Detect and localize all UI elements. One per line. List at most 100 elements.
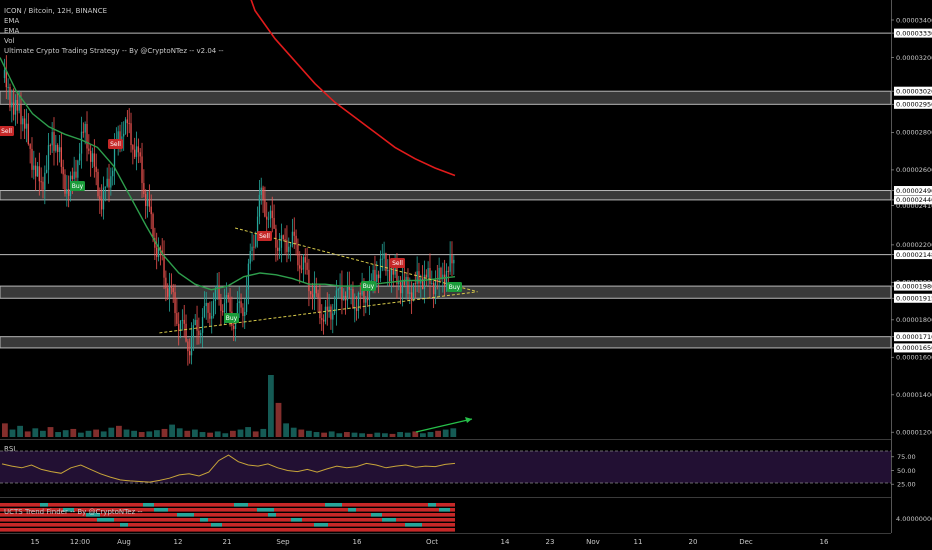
ucts-bull-block [63,508,74,512]
candle-body [75,171,77,178]
candle-body [432,283,435,295]
candle-body [29,144,31,149]
ucts-bull-block [86,513,100,517]
candle-body [453,259,455,264]
legend-vol: Vol [4,37,15,45]
price-tag-box [894,195,932,205]
signal-label: Sell [259,233,270,240]
candle-body [156,247,158,258]
candle-body [262,187,264,199]
ucts-bull-block [382,518,396,522]
price-tag-label: 0.00002148 [896,251,932,259]
candle-body [359,292,361,295]
price-tag-label: 0.00001980 [896,282,932,290]
candle-body [27,123,29,145]
candle-body [346,285,349,301]
candle-body [124,119,127,134]
ucts-bull-block [200,518,208,522]
candle-body [423,274,426,290]
candle-body [447,270,449,272]
candle-body [126,119,128,124]
volume-trend-arrow [415,418,473,433]
candle-body [399,282,402,294]
candle-body [214,288,217,301]
signal-badge [0,126,14,136]
candle-body [176,313,178,324]
ucts-bull-block [177,513,194,517]
axis-layer: 0.00003400 0.00003330 0.00003200 0.00003020… [31,16,932,546]
candle-body [170,286,173,288]
candle-body [451,254,453,264]
price-tag-box [894,86,932,96]
candle-body [190,336,193,356]
volume-bar [40,430,46,437]
candle-body [381,258,383,260]
candle-body [300,268,303,270]
legend-ucts-strategy: Ultimate Crypto Trading Strategy -- By @… [4,47,224,55]
candle-body [172,287,174,293]
candle-body [165,277,167,289]
time-tick-label: 11 [634,538,643,546]
triangle-upper-line [234,227,478,293]
buy-signal: Buy [361,281,376,291]
candle-body [317,293,319,298]
candle-body [66,188,68,194]
volume-bar [146,431,153,437]
price-tag-label: 0.00002440 [896,196,932,204]
candle-body [150,206,152,215]
candle-body [245,289,248,312]
candle-body [25,123,28,129]
volume-bar [366,433,373,437]
candle-body [216,286,218,289]
rsi-layer [0,450,891,484]
candle-body [339,285,341,290]
candle-body [119,131,121,144]
signal-badge [361,281,376,291]
volume-bar [169,424,175,437]
volume-bar [207,432,213,437]
price-tick-label: 0.00003200 [896,54,932,62]
candle-body [163,254,165,278]
candle-body [350,289,352,291]
ucts-bull-block [314,523,328,527]
candle-body [60,147,62,167]
ucts-bull-block [40,503,48,507]
support-resistance-zone [0,285,892,299]
candle-body [385,253,387,272]
price-tag-box [894,250,932,260]
candle-body [20,104,22,125]
candle-body [148,198,151,207]
candle-body [183,319,185,324]
volume-bar [306,430,312,437]
candle-body [337,289,339,291]
price-tick-label: 0.00001200 [896,429,932,437]
volume-bar [62,430,69,437]
price-tag-box [894,281,932,291]
volume-bar [245,427,251,437]
price-tag-box [894,99,932,109]
candle-body [238,301,240,303]
volume-bar [108,427,115,437]
candle-body [88,148,90,151]
candle-body [5,70,7,88]
candle-body [178,323,180,331]
candle-body [82,131,84,133]
price-tag-label: 0.00002950 [896,101,932,109]
candle-body [47,145,50,170]
ucts-bull-block [257,508,274,512]
candle-body [223,303,226,313]
candle-body [341,285,343,301]
candle-body [49,145,51,147]
candle-body [295,235,297,245]
ucts-layer [0,503,455,532]
candle-body [141,156,143,184]
support-resistance-zone [0,336,892,349]
rsi-label: RSI [4,445,16,453]
candle-body [97,171,99,197]
volume-bar [435,430,441,437]
candle-body [363,287,365,303]
rsi-tick-label: 50.00 [897,467,916,475]
volume-bar [230,430,236,437]
candle-body [440,267,442,280]
candle-body [394,267,396,275]
